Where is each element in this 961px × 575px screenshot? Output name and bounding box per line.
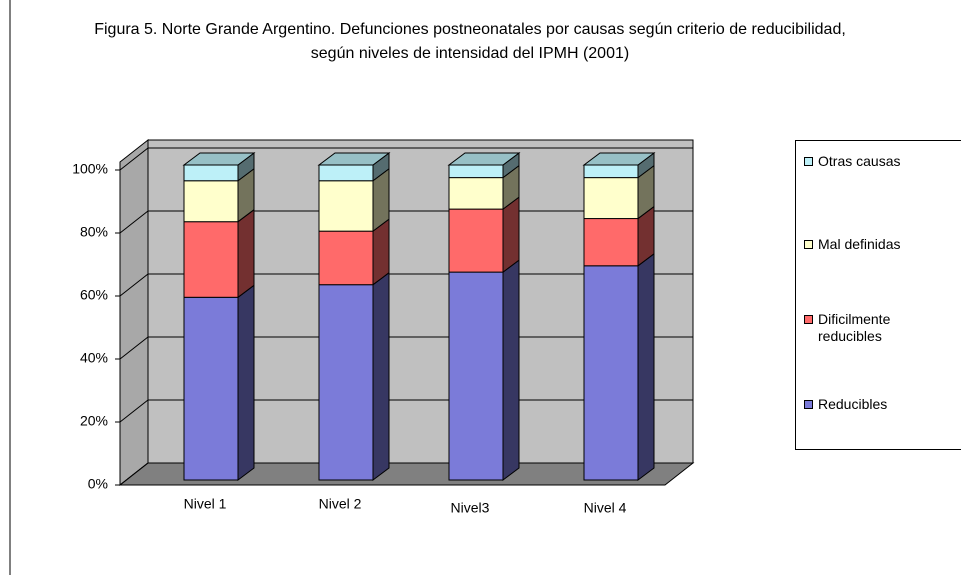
- bar-segment: [583, 265, 639, 481]
- bar-segment: [448, 271, 504, 481]
- bar-segment: [583, 164, 639, 179]
- legend-swatch: [804, 400, 813, 409]
- legend-entry: Mal definidas: [804, 236, 961, 253]
- legend-swatch: [804, 315, 813, 324]
- y-tick-label: 80%: [80, 224, 108, 240]
- legend: Otras causas Mal definidas Dificilmente re…: [795, 140, 961, 450]
- bar-segment: [183, 221, 239, 298]
- legend-swatch: [804, 240, 813, 249]
- legend-entry: Dificilmente reducibles: [804, 311, 961, 345]
- y-tick-label: 100%: [72, 161, 108, 177]
- bar-top: [447, 152, 521, 166]
- legend-label: Reducibles: [818, 396, 888, 412]
- bar-segment: [583, 177, 639, 220]
- bar-segment: [583, 218, 639, 267]
- legend-label: Otras causas: [818, 153, 901, 169]
- legend-label: Dificilmente reducibles: [818, 311, 891, 344]
- side-wall: [119, 138, 149, 487]
- bar-side: [502, 196, 520, 274]
- grid-line: [119, 147, 693, 171]
- y-tick-label: 60%: [80, 287, 108, 303]
- x-tick-label: Nivel 4: [584, 500, 627, 516]
- bar-side: [637, 252, 655, 481]
- bar-segment: [183, 296, 239, 481]
- bar-segment: [318, 180, 374, 232]
- bar-segment: [448, 208, 504, 273]
- bar-top: [582, 152, 656, 166]
- y-tick-label: 40%: [80, 350, 108, 366]
- legend-entry: Otras causas: [804, 153, 961, 170]
- bar-segment: [183, 164, 239, 182]
- bar-segment: [318, 284, 374, 481]
- chart-title: Figura 5. Norte Grande Argentino. Defunc…: [94, 21, 846, 62]
- bar-side: [372, 271, 390, 481]
- legend-label: Mal definidas: [818, 236, 901, 252]
- legend-swatch: [804, 157, 813, 166]
- legend-entry: Reducibles: [804, 396, 961, 413]
- bar-segment: [318, 164, 374, 182]
- y-tick-label: 20%: [80, 413, 108, 429]
- bar-side: [502, 259, 520, 481]
- bar-side: [237, 284, 255, 481]
- y-tick-label: 0%: [88, 476, 108, 492]
- bar-top: [182, 152, 256, 166]
- x-tick-label: Nivel 1: [184, 496, 227, 512]
- bar-segment: [318, 230, 374, 286]
- bar-segment: [183, 180, 239, 223]
- x-tick-label: Nivel3: [451, 500, 490, 516]
- bar-segment: [448, 164, 504, 179]
- bar-segment: [448, 177, 504, 210]
- bar-side: [237, 208, 255, 299]
- bar-top: [317, 152, 391, 166]
- x-tick-label: Nivel 2: [319, 496, 362, 512]
